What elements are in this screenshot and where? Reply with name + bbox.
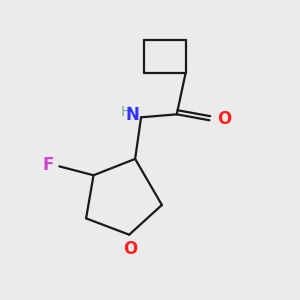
Text: O: O <box>124 240 138 258</box>
Text: H: H <box>120 105 131 119</box>
Text: F: F <box>43 156 54 174</box>
Text: O: O <box>217 110 231 128</box>
Text: N: N <box>126 106 140 124</box>
